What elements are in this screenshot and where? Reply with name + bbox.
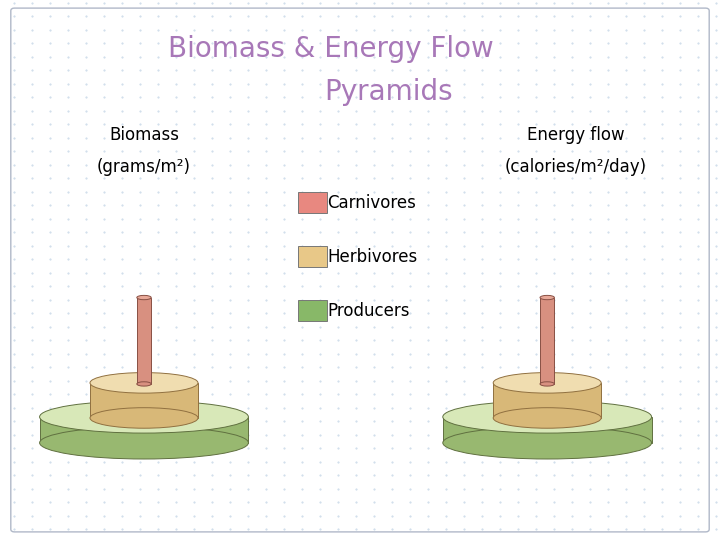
Ellipse shape: [443, 427, 652, 459]
Ellipse shape: [40, 401, 248, 433]
Ellipse shape: [540, 382, 554, 386]
Text: (grams/m²): (grams/m²): [97, 158, 191, 177]
Ellipse shape: [90, 373, 198, 393]
Polygon shape: [137, 298, 151, 384]
Ellipse shape: [137, 295, 151, 300]
Text: Pyramids: Pyramids: [325, 78, 453, 106]
Ellipse shape: [540, 295, 554, 300]
Text: Energy flow: Energy flow: [527, 126, 625, 144]
Polygon shape: [540, 298, 554, 384]
Text: Carnivores: Carnivores: [328, 193, 416, 212]
FancyBboxPatch shape: [298, 300, 327, 321]
Text: Herbivores: Herbivores: [328, 247, 418, 266]
Polygon shape: [443, 417, 652, 443]
Ellipse shape: [493, 408, 601, 428]
Ellipse shape: [493, 373, 601, 393]
Ellipse shape: [137, 382, 151, 386]
Ellipse shape: [40, 427, 248, 459]
Ellipse shape: [443, 401, 652, 433]
Text: Biomass: Biomass: [109, 126, 179, 144]
Text: Producers: Producers: [328, 301, 410, 320]
FancyBboxPatch shape: [298, 192, 327, 213]
Text: Biomass & Energy Flow: Biomass & Energy Flow: [168, 35, 494, 63]
Ellipse shape: [90, 408, 198, 428]
Polygon shape: [493, 383, 601, 418]
Polygon shape: [40, 417, 248, 443]
Polygon shape: [90, 383, 198, 418]
Text: (calories/m²/day): (calories/m²/day): [505, 158, 647, 177]
FancyBboxPatch shape: [298, 246, 327, 267]
